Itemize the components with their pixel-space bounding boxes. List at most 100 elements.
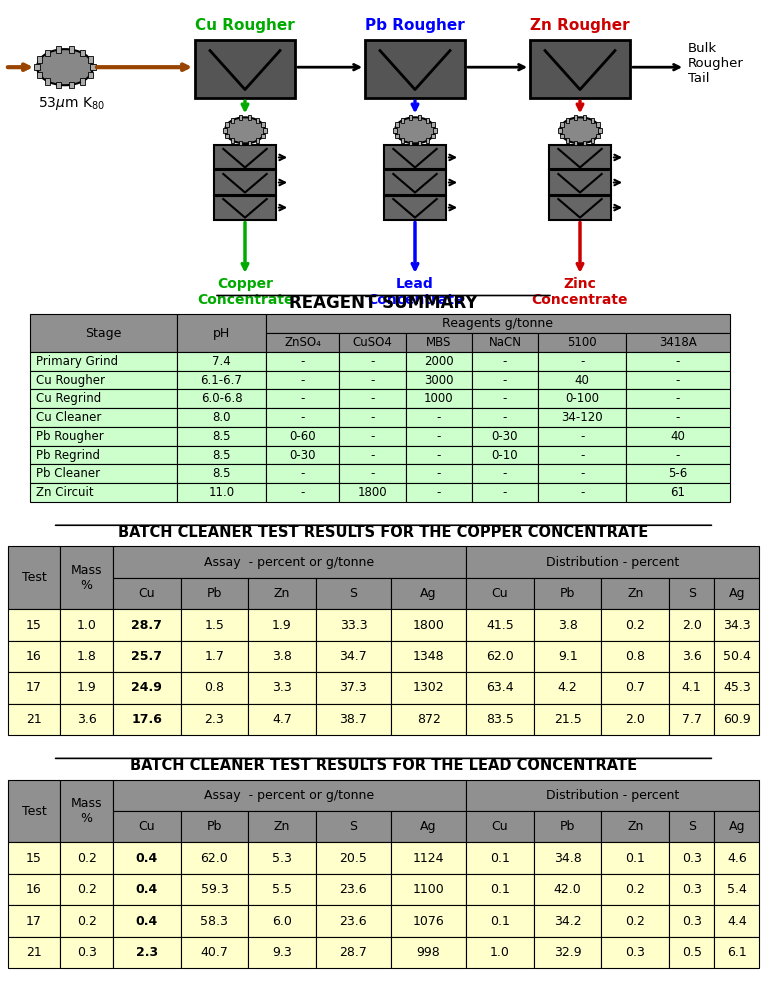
- Bar: [249, 578, 316, 609]
- Bar: [384, 146, 446, 170]
- Bar: [61, 609, 113, 641]
- Text: -: -: [503, 355, 507, 368]
- Text: Mass
%: Mass %: [71, 797, 102, 825]
- Text: Ag: Ag: [420, 587, 437, 600]
- Bar: [8, 547, 61, 609]
- Text: 40: 40: [670, 430, 686, 442]
- Text: 38.7: 38.7: [340, 713, 367, 726]
- Bar: [714, 874, 759, 906]
- Bar: [534, 673, 601, 703]
- Text: -: -: [301, 486, 304, 499]
- Bar: [249, 673, 316, 703]
- Bar: [601, 609, 669, 641]
- Ellipse shape: [37, 50, 93, 85]
- Bar: [391, 874, 466, 906]
- Bar: [61, 842, 113, 874]
- Text: Pb: Pb: [206, 587, 222, 600]
- Bar: [534, 906, 601, 936]
- Text: -: -: [436, 486, 441, 499]
- Text: 21: 21: [26, 713, 42, 726]
- Bar: [391, 673, 466, 703]
- Text: -: -: [503, 486, 507, 499]
- Text: 32.9: 32.9: [554, 946, 581, 959]
- Bar: [472, 409, 538, 427]
- Text: 34.7: 34.7: [340, 650, 367, 663]
- Bar: [180, 811, 249, 842]
- Text: 16: 16: [26, 650, 42, 663]
- Bar: [431, 134, 435, 138]
- Text: 16: 16: [26, 883, 42, 896]
- Text: 0.1: 0.1: [490, 883, 510, 896]
- Text: 53$\mu$m K$_{80}$: 53$\mu$m K$_{80}$: [38, 95, 105, 112]
- Bar: [8, 609, 61, 641]
- Bar: [538, 427, 627, 445]
- Bar: [538, 333, 627, 352]
- Bar: [391, 842, 466, 874]
- Bar: [466, 673, 534, 703]
- Text: 4.4: 4.4: [727, 915, 746, 928]
- Text: -: -: [503, 392, 507, 406]
- Bar: [80, 78, 85, 84]
- Bar: [61, 641, 113, 673]
- Bar: [627, 445, 729, 464]
- Bar: [248, 115, 252, 120]
- Bar: [113, 703, 180, 735]
- Bar: [177, 427, 265, 445]
- Bar: [472, 464, 538, 483]
- Bar: [113, 874, 180, 906]
- Text: REAGENT SUMMARY: REAGENT SUMMARY: [289, 295, 478, 312]
- Text: 34-120: 34-120: [561, 411, 603, 425]
- Text: 17: 17: [26, 682, 42, 694]
- Bar: [316, 874, 391, 906]
- Bar: [30, 409, 177, 427]
- Text: Zn: Zn: [627, 820, 644, 833]
- Bar: [466, 547, 759, 578]
- Bar: [38, 71, 42, 78]
- Bar: [339, 352, 406, 371]
- Text: Cu: Cu: [138, 820, 155, 833]
- Text: S: S: [688, 820, 696, 833]
- Bar: [45, 50, 50, 57]
- Bar: [365, 40, 465, 98]
- Bar: [466, 609, 534, 641]
- Bar: [113, 936, 180, 968]
- Bar: [534, 609, 601, 641]
- Bar: [8, 673, 61, 703]
- Bar: [466, 842, 534, 874]
- Bar: [339, 483, 406, 502]
- Text: 58.3: 58.3: [200, 915, 229, 928]
- Text: Pb: Pb: [560, 820, 575, 833]
- Bar: [406, 427, 472, 445]
- Text: Pb Rougher: Pb Rougher: [36, 430, 104, 442]
- Bar: [30, 371, 177, 390]
- Bar: [113, 811, 180, 842]
- Bar: [249, 936, 316, 968]
- Bar: [574, 115, 578, 120]
- Bar: [265, 390, 339, 409]
- Text: 0.3: 0.3: [77, 946, 97, 959]
- Text: 0.2: 0.2: [625, 915, 645, 928]
- Bar: [223, 128, 227, 133]
- Bar: [265, 409, 339, 427]
- Text: 33.3: 33.3: [340, 619, 367, 632]
- Text: -: -: [301, 411, 304, 425]
- Text: BATCH CLEANER TEST RESULTS FOR THE LEAD CONCENTRATE: BATCH CLEANER TEST RESULTS FOR THE LEAD …: [130, 758, 637, 773]
- Bar: [8, 874, 61, 906]
- Text: -: -: [436, 411, 441, 425]
- Bar: [669, 811, 714, 842]
- Text: 0.3: 0.3: [682, 852, 702, 865]
- Bar: [409, 141, 413, 146]
- Text: 3418A: 3418A: [659, 336, 697, 349]
- Bar: [466, 874, 534, 906]
- Bar: [534, 578, 601, 609]
- Bar: [466, 811, 534, 842]
- Bar: [8, 703, 61, 735]
- Bar: [384, 171, 446, 194]
- Bar: [30, 464, 177, 483]
- Text: 15: 15: [26, 619, 42, 632]
- Text: -: -: [370, 374, 374, 387]
- Bar: [406, 352, 472, 371]
- Text: 3.8: 3.8: [272, 650, 292, 663]
- Text: Pb Rougher: Pb Rougher: [365, 18, 465, 33]
- Text: Bulk
Rougher
Tail: Bulk Rougher Tail: [688, 42, 744, 84]
